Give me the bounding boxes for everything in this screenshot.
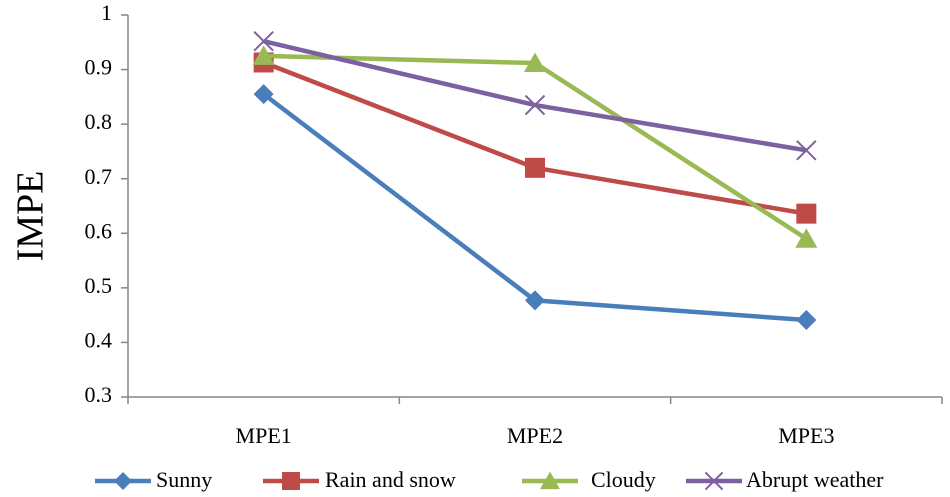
x-tick-label: MPE3 — [778, 423, 834, 448]
legend-label: Abrupt weather — [746, 467, 884, 492]
y-tick-label: 0.4 — [85, 327, 113, 352]
data-point-sunny — [525, 290, 545, 311]
y-tick-label: 0.5 — [85, 273, 113, 298]
y-tick-label: 1 — [101, 0, 112, 25]
x-ticks: MPE1 MPE2 MPE3 — [127, 397, 943, 448]
data-point-cloudy — [795, 228, 818, 248]
data-point-abrupt-weather — [796, 140, 817, 161]
series-line-sunny — [262, 92, 807, 323]
series-line-cloudy — [263, 53, 808, 241]
legend-label: Sunny — [156, 467, 212, 492]
legend-item-sunny: Sunny — [95, 467, 212, 492]
legend-label: Rain and snow — [325, 467, 456, 492]
legend-marker — [704, 471, 724, 491]
y-tick-label: 0.8 — [85, 109, 113, 134]
legend: Sunny Rain and snow Cloudy Abrupt weather — [95, 467, 884, 492]
y-tick-label: 0.7 — [85, 164, 113, 189]
data-point-abrupt-weather — [524, 94, 546, 116]
data-point-rain-and-snow — [796, 203, 817, 224]
data-point-cloudy — [524, 52, 546, 73]
y-tick-label: 0.9 — [85, 55, 113, 80]
legend-item-rain-and-snow: Rain and snow — [263, 467, 456, 492]
data-point-sunny — [253, 84, 274, 105]
legend-item-cloudy: Cloudy — [522, 467, 656, 492]
series-sunny — [253, 84, 817, 331]
legend-marker — [114, 472, 132, 490]
series-abrupt-weather — [253, 30, 817, 161]
x-tick-label: MPE2 — [507, 423, 563, 448]
y-axis-title: IMPE — [10, 171, 52, 262]
data-point-rain-and-snow — [525, 157, 545, 178]
y-tick-label: 0.6 — [85, 218, 113, 243]
series-layer — [252, 30, 818, 331]
legend-marker — [540, 471, 560, 490]
data-point-abrupt-weather — [253, 30, 274, 52]
data-point-sunny — [796, 310, 817, 331]
legend-label: Cloudy — [591, 467, 656, 492]
legend-marker — [282, 472, 300, 490]
y-tick-label: 0.3 — [85, 382, 113, 407]
legend-item-abrupt-weather: Abrupt weather — [686, 467, 884, 492]
data-point-cloudy — [252, 45, 275, 65]
axes — [127, 15, 942, 398]
y-ticks: 0.3 0.4 0.5 0.6 0.7 0.8 0.9 1 — [85, 0, 128, 407]
x-tick-label: MPE1 — [236, 423, 292, 448]
series-cloudy — [252, 45, 818, 248]
